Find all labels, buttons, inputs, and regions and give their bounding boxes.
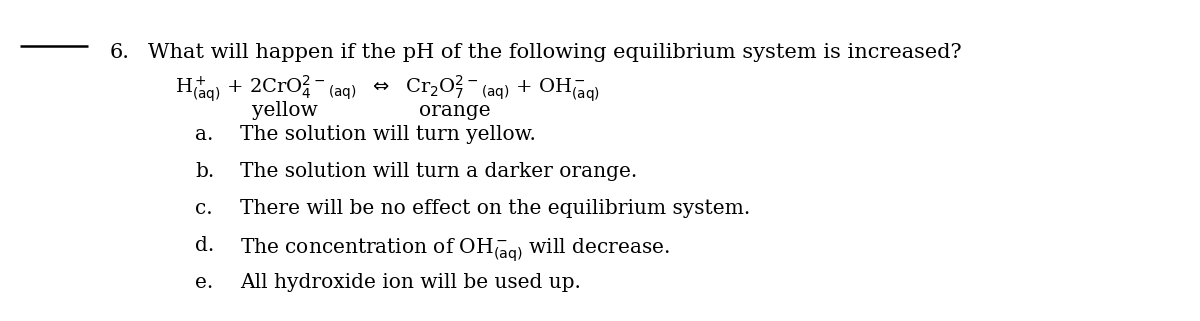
Text: 6.: 6. <box>110 43 130 62</box>
Text: H$^+_{(\rm aq)}$ + 2CrO$_4^{2-}{}_{\rm (aq)}$  $\Leftrightarrow$  Cr$_2$O$_7^{2-: H$^+_{(\rm aq)}$ + 2CrO$_4^{2-}{}_{\rm (… <box>175 73 600 104</box>
Text: The concentration of OH$^-_{\rm (aq)}$ will decrease.: The concentration of OH$^-_{\rm (aq)}$ w… <box>240 236 670 264</box>
Text: a.: a. <box>194 125 214 144</box>
Text: d.: d. <box>194 236 215 255</box>
Text: b.: b. <box>194 162 215 181</box>
Text: yellow: yellow <box>252 101 318 120</box>
Text: e.: e. <box>194 273 214 292</box>
Text: c.: c. <box>194 199 212 218</box>
Text: orange: orange <box>419 101 491 120</box>
Text: What will happen if the pH of the following equilibrium system is increased?: What will happen if the pH of the follow… <box>148 43 961 62</box>
Text: The solution will turn yellow.: The solution will turn yellow. <box>240 125 536 144</box>
Text: All hydroxide ion will be used up.: All hydroxide ion will be used up. <box>240 273 581 292</box>
Text: The solution will turn a darker orange.: The solution will turn a darker orange. <box>240 162 637 181</box>
Text: There will be no effect on the equilibrium system.: There will be no effect on the equilibri… <box>240 199 750 218</box>
